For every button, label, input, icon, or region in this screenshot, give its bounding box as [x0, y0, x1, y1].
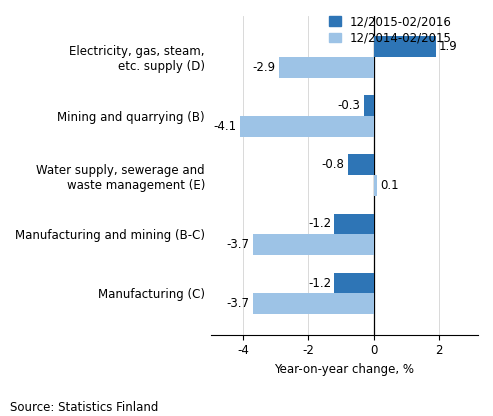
Text: -3.7: -3.7: [227, 297, 249, 310]
Bar: [374, 175, 377, 196]
X-axis label: Year-on-year change, %: Year-on-year change, %: [274, 363, 414, 376]
Bar: [364, 95, 374, 116]
Text: -0.8: -0.8: [321, 158, 344, 171]
Text: -1.2: -1.2: [308, 218, 331, 230]
Text: Source: Statistics Finland: Source: Statistics Finland: [10, 401, 158, 414]
Text: -2.9: -2.9: [252, 61, 276, 74]
Bar: [374, 36, 436, 57]
Bar: [253, 293, 374, 314]
Legend: 12/2015-02/2016, 12/2014-02/2015: 12/2015-02/2016, 12/2014-02/2015: [329, 15, 452, 45]
Bar: [348, 154, 374, 175]
Text: -0.3: -0.3: [338, 99, 360, 112]
Bar: [279, 57, 374, 77]
Text: 0.1: 0.1: [380, 179, 399, 192]
Text: -3.7: -3.7: [227, 238, 249, 251]
Text: -4.1: -4.1: [213, 120, 237, 133]
Text: -1.2: -1.2: [308, 277, 331, 290]
Bar: [334, 272, 374, 293]
Bar: [334, 213, 374, 234]
Bar: [253, 234, 374, 255]
Text: 1.9: 1.9: [439, 40, 458, 53]
Bar: [240, 116, 374, 137]
